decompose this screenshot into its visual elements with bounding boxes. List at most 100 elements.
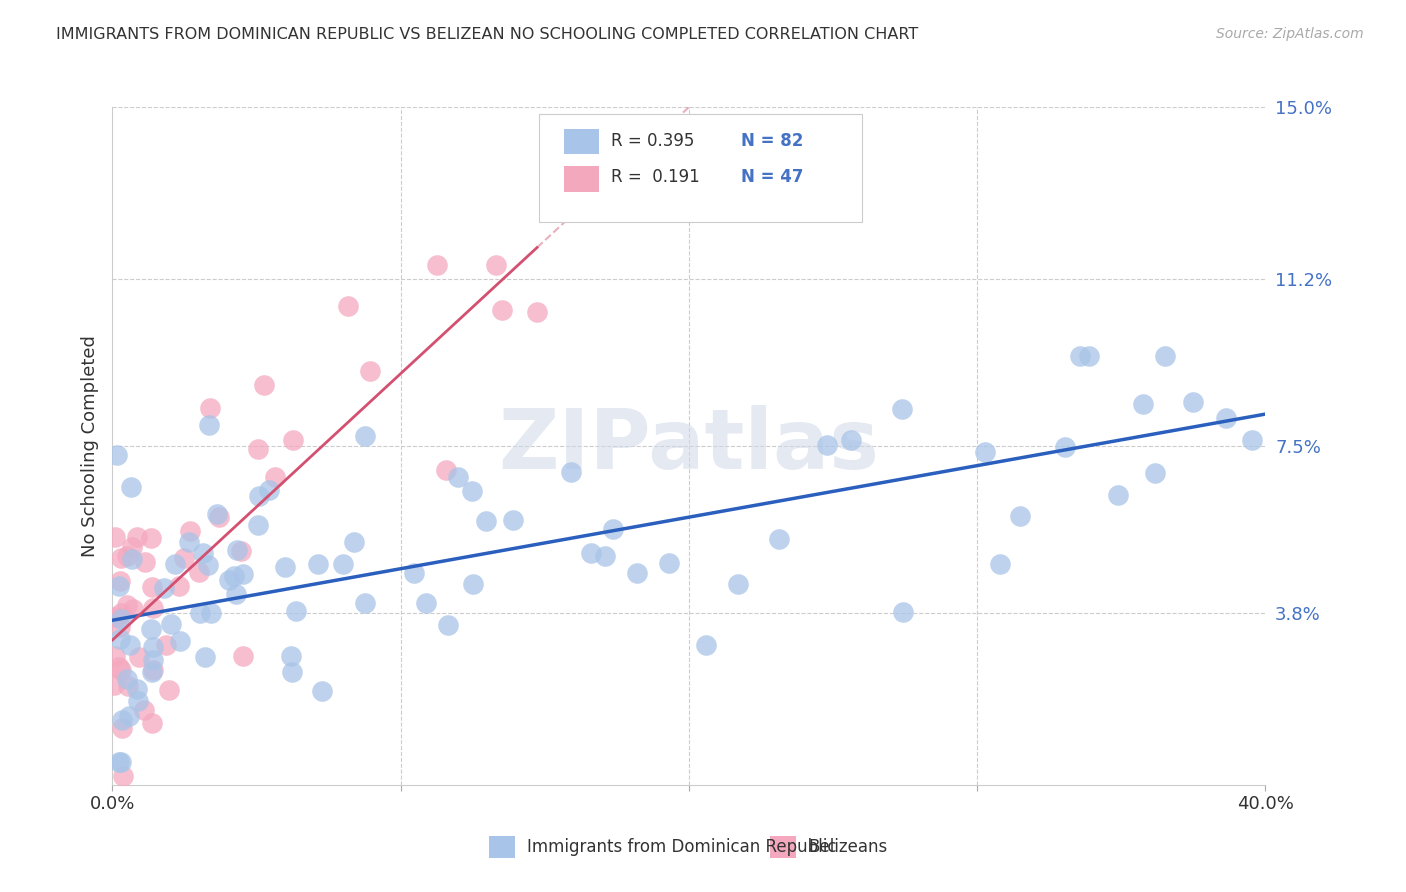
Point — [415, 596, 437, 610]
Point — [173, 550, 195, 565]
Point — [111, 721, 134, 735]
Point — [141, 580, 163, 594]
Point — [208, 509, 231, 524]
Point — [1143, 466, 1166, 480]
Point — [177, 535, 200, 549]
Text: IMMIGRANTS FROM DOMINICAN REPUBLIC VS BELIZEAN NO SCHOOLING COMPLETED CORRELATIO: IMMIGRANTS FROM DOMINICAN REPUBLIC VS BE… — [56, 27, 918, 42]
FancyBboxPatch shape — [564, 128, 599, 154]
Point — [658, 556, 681, 570]
Point — [132, 703, 155, 717]
Point — [111, 713, 134, 727]
Point — [103, 530, 125, 544]
Point — [359, 364, 381, 378]
Point — [110, 756, 132, 770]
Point — [491, 303, 513, 318]
Point — [354, 428, 377, 442]
Point — [121, 540, 143, 554]
Point — [1215, 410, 1237, 425]
Point — [120, 638, 142, 652]
Point — [973, 445, 995, 459]
Text: ZIPatlas: ZIPatlas — [499, 406, 879, 486]
Point — [263, 469, 285, 483]
Point — [108, 620, 131, 634]
Point — [105, 448, 128, 462]
Point — [285, 604, 308, 618]
Point — [115, 672, 138, 686]
Point — [127, 694, 149, 708]
Point — [274, 559, 297, 574]
Point — [169, 634, 191, 648]
Point — [188, 607, 211, 621]
Point — [839, 433, 862, 447]
Point — [311, 683, 333, 698]
Point — [128, 650, 150, 665]
Point — [110, 551, 132, 566]
Point — [1069, 349, 1091, 363]
Point — [232, 567, 254, 582]
Point — [141, 715, 163, 730]
Point — [125, 681, 148, 696]
Point — [117, 549, 139, 563]
Point — [1053, 440, 1076, 454]
Point — [108, 574, 131, 588]
Point — [134, 555, 156, 569]
Point — [142, 640, 165, 655]
Point — [332, 557, 354, 571]
Point — [626, 566, 648, 580]
Point — [404, 566, 426, 580]
Point — [159, 616, 181, 631]
Point — [198, 401, 221, 415]
Point — [475, 514, 498, 528]
Text: Belizeans: Belizeans — [808, 838, 887, 856]
Point — [107, 579, 129, 593]
Text: Immigrants from Dominican Republic: Immigrants from Dominican Republic — [527, 838, 837, 856]
Text: N = 82: N = 82 — [741, 132, 803, 150]
Text: R =  0.191: R = 0.191 — [610, 168, 699, 186]
Point — [117, 679, 139, 693]
Point — [117, 598, 139, 612]
Point — [163, 557, 186, 571]
Point — [232, 648, 254, 663]
Point — [207, 508, 229, 522]
Point — [167, 579, 190, 593]
Point — [141, 531, 163, 545]
Point — [1154, 349, 1177, 363]
Point — [155, 638, 177, 652]
Point — [280, 648, 302, 663]
Point — [259, 483, 281, 497]
Point — [142, 600, 165, 615]
Point — [218, 573, 240, 587]
Point — [104, 648, 127, 663]
Point — [343, 534, 366, 549]
Point — [695, 639, 717, 653]
Point — [353, 596, 375, 610]
Point — [142, 653, 165, 667]
Point — [1181, 395, 1204, 409]
Point — [224, 569, 246, 583]
Point — [485, 258, 508, 272]
Point — [142, 663, 165, 677]
Point — [103, 678, 125, 692]
Point — [281, 433, 304, 447]
Point — [426, 258, 449, 272]
Point — [104, 609, 127, 624]
Point — [121, 552, 143, 566]
Point — [194, 650, 217, 665]
Point — [727, 577, 749, 591]
Point — [247, 489, 270, 503]
Point — [446, 470, 468, 484]
Point — [111, 769, 134, 783]
Point — [247, 442, 270, 456]
Point — [502, 513, 524, 527]
Point — [225, 543, 247, 558]
Point — [1107, 488, 1129, 502]
Point — [579, 546, 602, 560]
Point — [108, 660, 131, 674]
Point — [225, 587, 247, 601]
Point — [1132, 397, 1154, 411]
FancyBboxPatch shape — [538, 114, 862, 222]
Point — [307, 558, 329, 572]
Point — [188, 565, 211, 579]
Point — [110, 612, 132, 626]
Text: Source: ZipAtlas.com: Source: ZipAtlas.com — [1216, 27, 1364, 41]
